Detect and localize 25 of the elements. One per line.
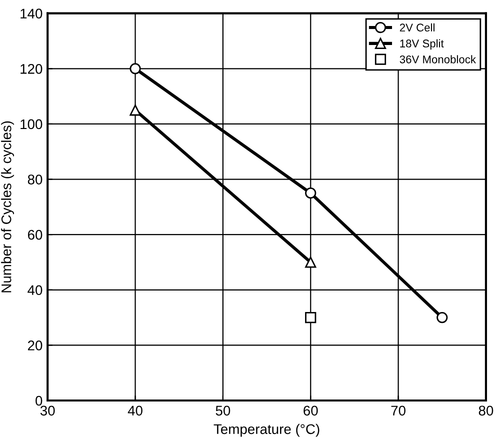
y-tick-label: 40 [28, 285, 42, 296]
x-tick-label: 30 [40, 406, 55, 416]
x-tick-label: 60 [304, 406, 318, 416]
point [305, 312, 316, 324]
point [130, 104, 141, 116]
x-tick-label: 50 [216, 406, 230, 416]
x-axis-title: Temperature (°C) [214, 424, 320, 437]
y-tick-label: 0 [36, 396, 42, 406]
y-tick-label: 140 [20, 8, 42, 19]
y-tick-label: 80 [28, 174, 42, 184]
y-tick-label: 120 [20, 64, 42, 74]
point [305, 256, 316, 268]
point [305, 188, 316, 199]
legend-label: 18V Split [400, 39, 444, 50]
x-tick-label: 70 [391, 406, 406, 416]
legend-label: 36V Monoblock [400, 55, 476, 64]
point [130, 63, 141, 74]
x-tick-label: 40 [128, 406, 142, 416]
legend-label: 2V Cell [400, 23, 434, 32]
x-tick-label: 80 [478, 406, 494, 416]
y-axis-title: Number of Cycles (k cycles) [1, 121, 14, 292]
y-tick-label: 20 [28, 340, 42, 350]
y-tick-label: 100 [20, 119, 42, 130]
y-tick-label: 60 [28, 230, 42, 240]
point [436, 312, 448, 324]
